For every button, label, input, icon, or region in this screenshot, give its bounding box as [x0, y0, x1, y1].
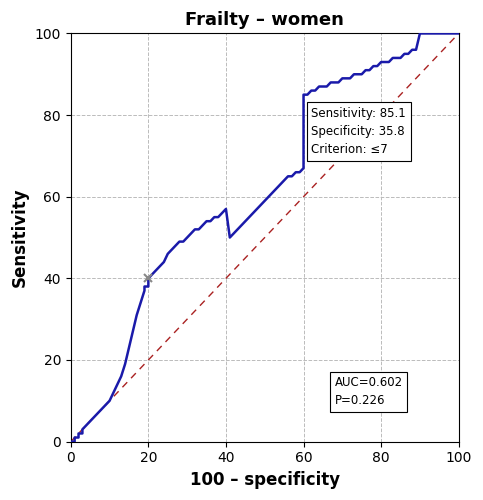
Title: Frailty – women: Frailty – women: [185, 11, 344, 29]
Text: Sensitivity: 85.1
Specificity: 35.8
Criterion: ≤7: Sensitivity: 85.1 Specificity: 35.8 Crit…: [311, 107, 406, 156]
Y-axis label: Sensitivity: Sensitivity: [11, 188, 29, 288]
Text: AUC=0.602
P=0.226: AUC=0.602 P=0.226: [335, 376, 403, 408]
X-axis label: 100 – specificity: 100 – specificity: [190, 471, 340, 489]
